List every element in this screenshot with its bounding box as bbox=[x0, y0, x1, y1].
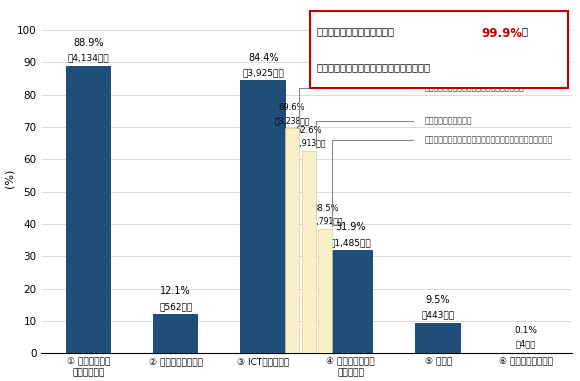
Text: おいて、臨時休業期間中に学習指導を実施: おいて、臨時休業期間中に学習指導を実施 bbox=[316, 62, 430, 72]
Text: 12.1%: 12.1% bbox=[161, 287, 191, 296]
Text: （1,791校）: （1,791校） bbox=[307, 216, 343, 226]
Text: イ　学習動画等の活用: イ 学習動画等の活用 bbox=[425, 116, 473, 125]
Text: （4校）: （4校） bbox=[516, 339, 536, 348]
Bar bbox=[153, 314, 198, 353]
Text: （2,913校）: （2,913校） bbox=[291, 139, 327, 148]
Text: （562校）: （562校） bbox=[159, 302, 193, 311]
Text: 84.4%: 84.4% bbox=[248, 53, 278, 62]
Text: 31.9%: 31.9% bbox=[335, 223, 366, 232]
Text: 88.9%: 88.9% bbox=[73, 38, 104, 48]
Text: （3,238校）: （3,238校） bbox=[274, 116, 310, 125]
Bar bbox=[318, 229, 332, 353]
Text: 9.5%: 9.5% bbox=[426, 295, 450, 305]
Bar bbox=[302, 151, 316, 353]
Text: ウ　デジタル教科書やデジタル教材，学校作成教材等の活用: ウ デジタル教科書やデジタル教材，学校作成教材等の活用 bbox=[425, 135, 553, 144]
Text: に: に bbox=[522, 27, 528, 37]
Text: 62.6%: 62.6% bbox=[295, 126, 322, 135]
Text: （1,485校）: （1,485校） bbox=[330, 238, 372, 247]
Bar bbox=[66, 66, 111, 353]
Bar bbox=[328, 250, 374, 353]
Y-axis label: (%): (%) bbox=[4, 169, 14, 188]
Text: （443校）: （443校） bbox=[422, 311, 455, 319]
Text: 99.9%: 99.9% bbox=[481, 27, 523, 40]
Text: 調査対象となった小学校等の: 調査対象となった小学校等の bbox=[316, 27, 394, 37]
Bar bbox=[285, 128, 299, 353]
Text: ア　同時双方向型のウェブ会議システムの活用: ア 同時双方向型のウェブ会議システムの活用 bbox=[425, 84, 525, 93]
Bar bbox=[241, 80, 286, 353]
Text: （3,925校）: （3,925校） bbox=[242, 68, 284, 77]
Bar bbox=[415, 323, 461, 353]
Text: （4,134校）: （4,134校） bbox=[67, 54, 109, 62]
Text: 69.6%: 69.6% bbox=[279, 103, 305, 112]
Text: 0.1%: 0.1% bbox=[514, 326, 537, 335]
Text: 38.5%: 38.5% bbox=[312, 204, 339, 213]
